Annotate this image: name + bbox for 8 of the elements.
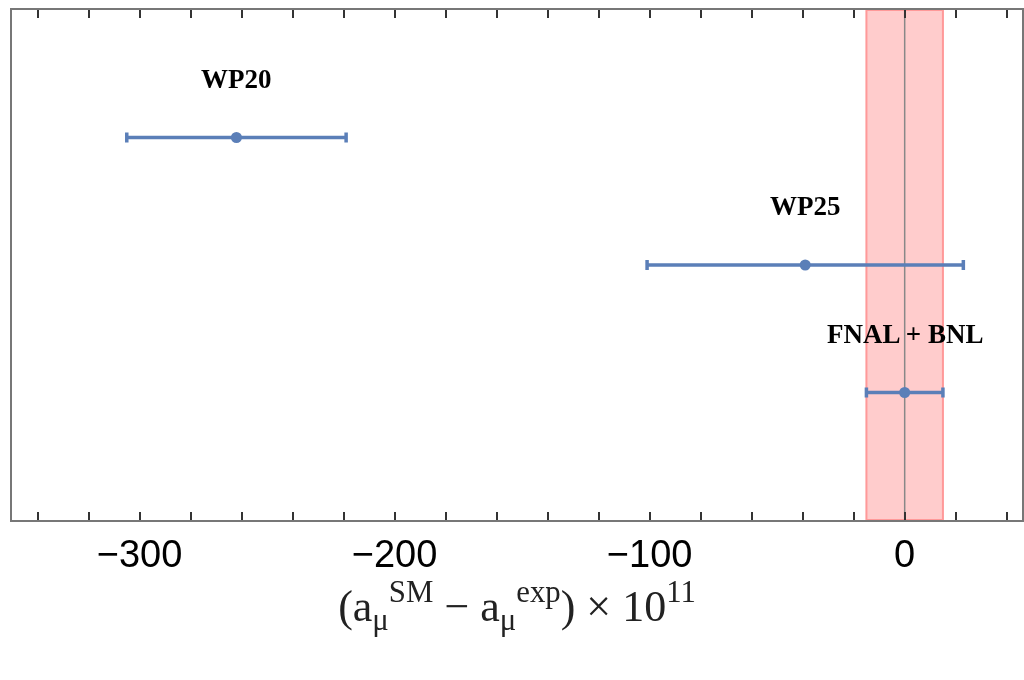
series-label: WP20 bbox=[201, 64, 272, 94]
x-tick-label: −300 bbox=[96, 533, 183, 576]
series-label: WP25 bbox=[770, 191, 841, 221]
x-tick-label: 0 bbox=[894, 533, 916, 576]
x-tick-label: −200 bbox=[351, 533, 438, 576]
x-tick-label: −100 bbox=[606, 533, 693, 576]
x-axis-title: (a$_{μ}$$^{SM}$ − a$_{μ}$$^{exp}$) × 10$^{11}$ bbox=[338, 575, 696, 638]
series-label: FNAL + BNL bbox=[827, 319, 984, 349]
